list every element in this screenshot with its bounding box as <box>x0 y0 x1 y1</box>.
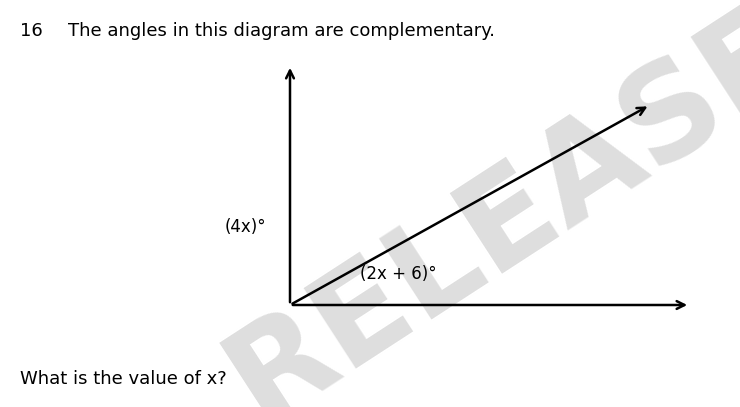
Text: 16: 16 <box>20 22 43 40</box>
Text: (4x)°: (4x)° <box>225 218 266 236</box>
Text: The angles in this diagram are complementary.: The angles in this diagram are complemen… <box>68 22 495 40</box>
Text: RELEASED: RELEASED <box>206 0 740 407</box>
Text: (2x + 6)°: (2x + 6)° <box>360 265 437 283</box>
Text: What is the value of x?: What is the value of x? <box>20 370 226 388</box>
